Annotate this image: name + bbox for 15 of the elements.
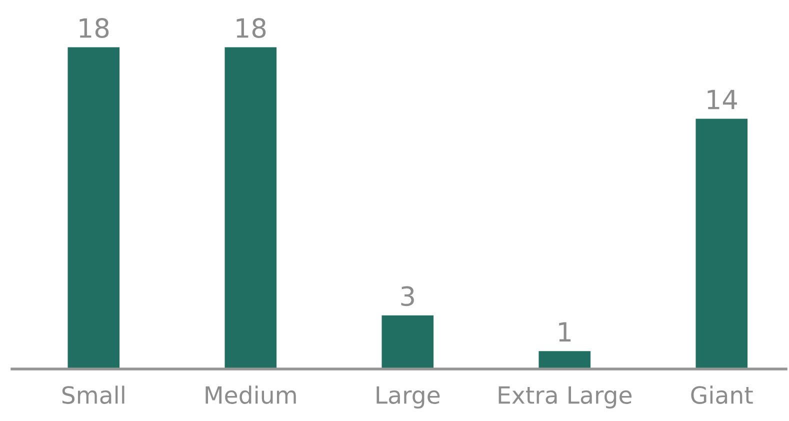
x-tick-label: Large	[376, 386, 440, 409]
data-label: 3	[401, 286, 414, 306]
x-tick-label: Medium	[206, 386, 296, 404]
data-label: 1	[559, 322, 571, 342]
x-tick-label: Extra Large	[498, 386, 632, 409]
bar	[538, 351, 591, 369]
bar	[68, 47, 120, 369]
data-label: 14	[708, 90, 737, 110]
bar	[224, 47, 277, 369]
data-label: 18	[236, 18, 266, 38]
bar	[696, 118, 748, 369]
x-tick-label: Giant	[691, 386, 753, 404]
bar	[382, 315, 434, 369]
data-label: 18	[80, 18, 109, 38]
x-tick-label: Small	[62, 386, 124, 404]
